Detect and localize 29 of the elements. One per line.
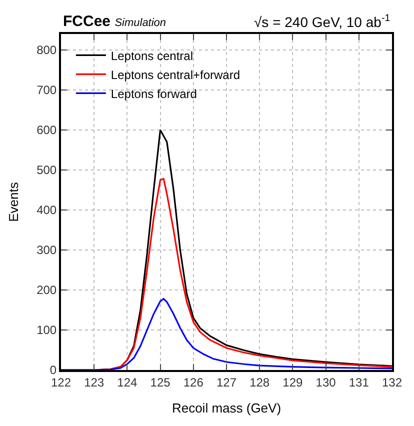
y-tick-label: 100	[36, 323, 57, 338]
chart-subtitle: Simulation	[114, 17, 166, 29]
legend-label: Leptons central	[110, 48, 193, 63]
x-tick-label: 132	[382, 375, 402, 390]
x-tick-label: 127	[216, 375, 237, 390]
y-axis-title: Events	[6, 182, 22, 222]
x-tick-label: 126	[183, 375, 204, 390]
y-tick-label: 800	[36, 43, 57, 58]
y-tick-label: 500	[36, 163, 57, 178]
text: √s = 240 GeV, 10 ab$^{-1}$	[254, 13, 390, 30]
x-tick-label: 122	[50, 375, 72, 390]
line-series	[61, 298, 392, 370]
y-tick-label: 400	[36, 203, 57, 218]
x-tick-label: 125	[150, 375, 171, 390]
legend-label: Leptons central+forward	[110, 68, 240, 82]
x-tick-label: 130	[316, 375, 336, 390]
y-tick-label: 300	[36, 243, 57, 258]
x-tick-label: 129	[282, 375, 304, 390]
x-axis-title: Recoil mass (GeV)	[172, 400, 282, 416]
x-tick-label: 128	[250, 375, 270, 390]
x-tick-label: 131	[348, 375, 370, 390]
chart-title: FCCee	[63, 13, 111, 30]
x-tick-label: 123	[84, 375, 104, 390]
x-tick-label: 124	[117, 375, 138, 390]
y-tick-label: 600	[36, 123, 57, 138]
legend-label: Leptons forward	[110, 86, 197, 101]
y-tick-label: 0	[50, 363, 57, 378]
y-tick-label: 200	[36, 283, 57, 298]
y-tick-label: 700	[36, 83, 57, 98]
